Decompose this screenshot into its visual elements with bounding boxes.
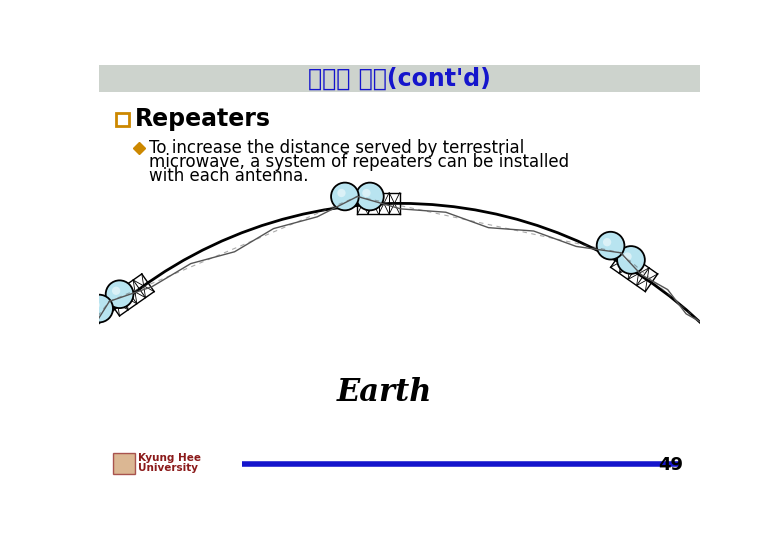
Text: University: University [138,463,198,473]
Circle shape [754,373,763,381]
Circle shape [106,280,133,308]
Text: 비유도 매체(cont'd): 비유도 매체(cont'd) [308,66,491,91]
Circle shape [0,438,6,467]
Circle shape [0,417,20,446]
Circle shape [735,346,763,374]
Circle shape [337,189,346,197]
Text: Repeaters: Repeaters [135,107,271,131]
Circle shape [362,189,370,197]
Text: microwave, a system of repeaters can be installed: microwave, a system of repeaters can be … [150,153,569,171]
Circle shape [603,238,612,246]
Text: Earth: Earth [337,376,432,408]
Circle shape [331,183,359,211]
Circle shape [597,232,625,260]
Bar [116,113,129,126]
Circle shape [0,204,780,540]
Circle shape [112,287,120,295]
Circle shape [741,352,750,360]
Bar [99,65,700,92]
Bar [113,453,135,475]
Circle shape [748,367,776,395]
Circle shape [85,295,113,322]
Text: with each antenna.: with each antenna. [150,167,309,185]
Text: To increase the distance served by terrestrial: To increase the distance served by terre… [150,139,525,157]
Circle shape [623,252,632,261]
Circle shape [0,424,6,432]
Text: Kyung Hee: Kyung Hee [138,453,201,463]
Circle shape [356,183,384,211]
Circle shape [617,246,645,274]
Text: 49: 49 [658,456,683,475]
Circle shape [91,301,100,309]
